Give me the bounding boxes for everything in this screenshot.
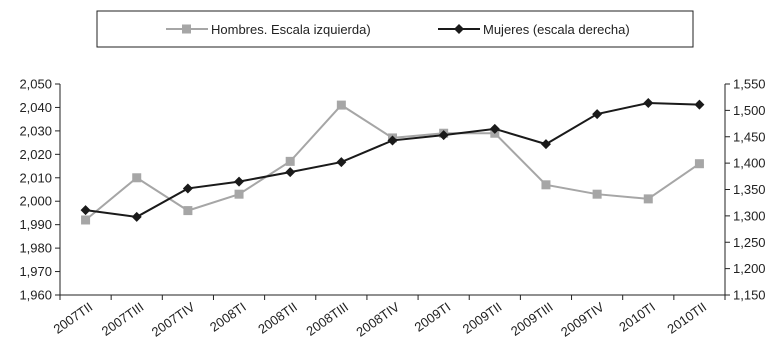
data-point-hombres <box>592 189 602 199</box>
left-tick-label: 1,970 <box>19 264 52 279</box>
legend-label-hombres: Hombres. Escala izquierda) <box>211 22 371 37</box>
right-tick-label: 1,300 <box>733 208 766 223</box>
data-point-hombres <box>541 180 551 190</box>
left-tick-label: 1,960 <box>19 288 52 303</box>
data-point-mujeres <box>285 167 296 178</box>
legend-marker-mujeres <box>454 24 464 34</box>
right-tick-label: 1,350 <box>733 182 766 197</box>
data-point-mujeres <box>182 183 193 194</box>
data-point-hombres <box>643 194 653 204</box>
left-axis-ticks: 1,960 1,970 1,980 1,990 2,000 2,010 2,020 2,030… <box>19 77 60 303</box>
data-point-hombres <box>285 156 295 166</box>
right-tick-label: 1,400 <box>733 156 766 171</box>
right-tick-label: 1,200 <box>733 261 766 276</box>
left-tick-label: 2,030 <box>19 123 52 138</box>
legend-label-mujeres: Mujeres (escala derecha) <box>483 22 630 37</box>
x-tick-label: 2007TII <box>51 299 96 337</box>
data-point-hombres <box>81 215 91 225</box>
data-point-mujeres <box>336 157 347 168</box>
left-tick-label: 2,000 <box>19 194 52 209</box>
data-point-mujeres <box>131 211 142 222</box>
left-tick-label: 2,050 <box>19 77 52 92</box>
left-tick-label: 2,020 <box>19 147 52 162</box>
right-tick-label: 1,250 <box>733 235 766 250</box>
data-point-mujeres <box>387 135 398 146</box>
axes <box>59 84 726 296</box>
right-tick-label: 1,550 <box>733 77 766 92</box>
x-tick-label: 2008TIV <box>353 299 402 340</box>
x-tick-label: 2008TI <box>207 299 249 335</box>
right-tick-label: 1,150 <box>733 288 766 303</box>
x-tick-label: 2007TIII <box>99 299 147 339</box>
data-point-hombres <box>234 189 244 199</box>
x-tick-label: 2008TII <box>255 299 300 337</box>
x-axis-ticks: 2007TII 2007TIII 2007TIV 2008TI 2008TII 2008T… <box>51 295 726 340</box>
data-point-hombres <box>183 206 193 216</box>
data-point-mujeres <box>80 205 91 216</box>
data-point-hombres <box>694 159 704 169</box>
x-tick-label: 2010TII <box>664 299 709 337</box>
data-point-hombres <box>336 100 346 110</box>
data-point-mujeres <box>489 123 500 134</box>
legend-marker-hombres <box>182 24 191 34</box>
x-tick-label: 2009TIII <box>508 299 556 339</box>
x-tick-label: 2009TIV <box>558 299 607 340</box>
left-tick-label: 1,990 <box>19 217 52 232</box>
x-tick-label: 2007TIV <box>149 299 198 340</box>
data-point-mujeres <box>540 139 551 150</box>
series-line-hombres <box>84 103 700 221</box>
left-tick-label: 1,980 <box>19 241 52 256</box>
x-tick-label: 2009TII <box>460 299 505 337</box>
data-point-mujeres <box>592 109 603 120</box>
right-axis-ticks: 1,150 1,200 1,250 1,300 1,350 1,400 1,450 1,500… <box>725 77 766 303</box>
series-layer <box>80 97 705 225</box>
legend: Hombres. Escala izquierda) Mujeres (esca… <box>96 10 694 48</box>
x-tick-label: 2010TI <box>616 299 658 335</box>
series-line-mujeres <box>85 101 700 218</box>
right-tick-label: 1,450 <box>733 129 766 144</box>
left-tick-label: 2,010 <box>19 170 52 185</box>
x-tick-label: 2009TI <box>412 299 454 335</box>
x-tick-label: 2008TIII <box>303 299 351 339</box>
left-tick-label: 2,040 <box>19 100 52 115</box>
data-point-mujeres <box>438 130 449 141</box>
right-tick-label: 1,500 <box>733 103 766 118</box>
data-point-mujeres <box>643 97 654 108</box>
data-point-mujeres <box>234 176 245 187</box>
data-point-hombres <box>132 173 142 183</box>
data-point-mujeres <box>694 99 705 110</box>
